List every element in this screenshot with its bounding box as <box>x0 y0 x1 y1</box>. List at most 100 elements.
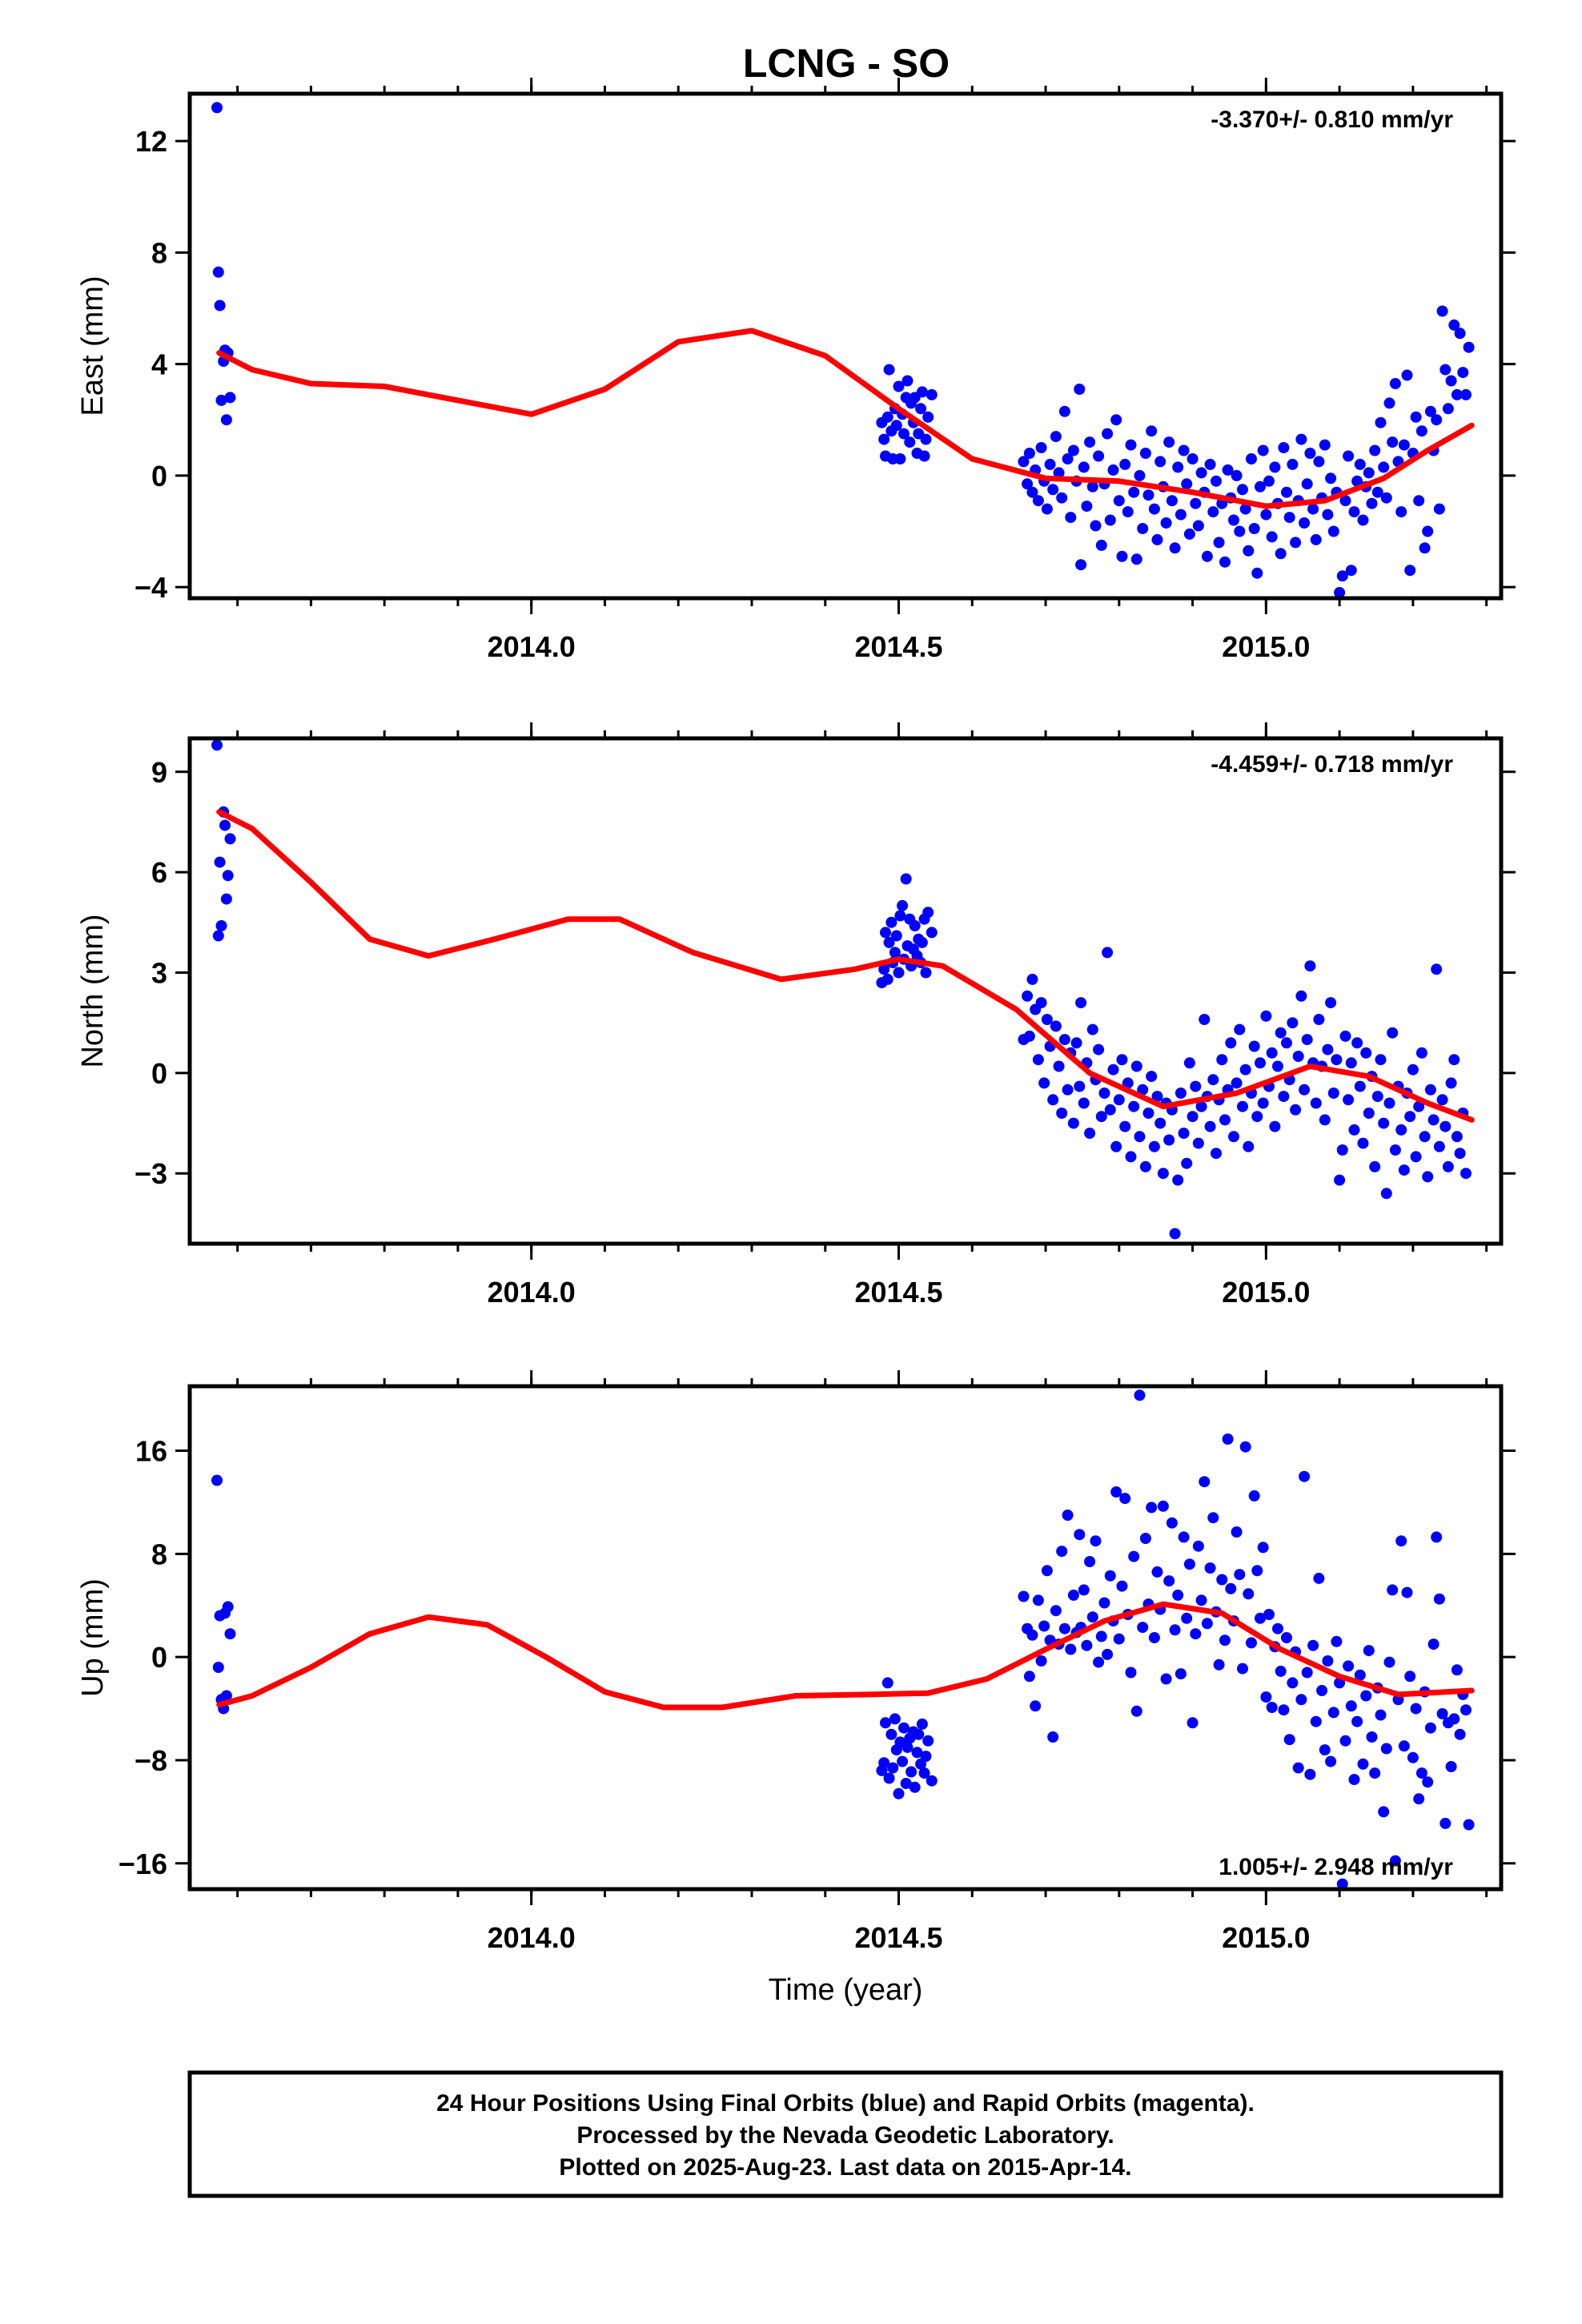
up-data-point <box>1032 1594 1044 1606</box>
east-data-point <box>214 300 226 312</box>
north-data-point <box>1216 1054 1228 1066</box>
up-data-point <box>1339 1735 1351 1747</box>
east-data-point <box>926 388 938 400</box>
up-data-point <box>1030 1700 1042 1712</box>
up-data-point <box>1137 1622 1149 1634</box>
north-data-point <box>1295 990 1307 1002</box>
up-x-axis-label: Time (year) <box>769 1973 923 2007</box>
north-data-point <box>1154 1117 1166 1129</box>
east-data-point <box>1148 503 1160 515</box>
north-data-point <box>1395 1124 1407 1136</box>
east-data-point <box>1190 497 1202 509</box>
north-data-point <box>893 967 905 979</box>
east-data-point <box>1246 453 1257 464</box>
north-y-tick-label: 6 <box>151 856 167 889</box>
north-data-point <box>1371 1091 1383 1103</box>
east-data-point <box>1139 448 1151 459</box>
east-data-point <box>215 394 227 406</box>
north-data-point <box>881 973 893 985</box>
east-y-tick-label: 0 <box>151 460 167 493</box>
up-data-point <box>1225 1582 1237 1594</box>
north-data-point <box>916 936 928 948</box>
east-data-point <box>1290 537 1302 549</box>
up-data-point <box>1157 1500 1169 1512</box>
north-data-point <box>1062 1084 1074 1096</box>
east-data-point <box>1234 525 1246 537</box>
north-data-point <box>1387 1027 1399 1039</box>
north-data-point <box>1113 1094 1125 1106</box>
up-data-point <box>1181 1612 1193 1624</box>
up-data-point <box>1199 1476 1211 1488</box>
east-data-point <box>1433 503 1445 515</box>
up-data-point <box>1463 1819 1475 1831</box>
east-data-point <box>1375 416 1387 428</box>
up-data-point <box>897 1755 909 1767</box>
north-data-point <box>1041 1014 1053 1025</box>
north-data-point <box>1070 1037 1082 1049</box>
east-data-point <box>1307 503 1319 515</box>
east-data-point <box>1110 414 1122 426</box>
up-data-point <box>1448 1713 1460 1725</box>
up-data-point <box>1263 1609 1275 1620</box>
east-data-point <box>211 102 223 114</box>
up-data-point <box>1322 1655 1334 1667</box>
east-data-point <box>1084 436 1096 448</box>
east-data-point <box>1107 464 1119 476</box>
up-data-point <box>1067 1589 1079 1601</box>
up-data-point <box>1413 1793 1425 1805</box>
north-data-points <box>211 739 1472 1240</box>
north-data-point <box>1389 1144 1401 1156</box>
up-data-point <box>1062 1510 1074 1521</box>
north-data-point <box>1322 1043 1334 1055</box>
up-data-point <box>212 1662 224 1673</box>
east-x-tick-label: 2014.0 <box>488 630 576 663</box>
east-data-point <box>1093 450 1105 462</box>
north-data-point <box>1157 1168 1169 1180</box>
up-data-point <box>1234 1569 1246 1581</box>
up-data-point <box>1424 1722 1436 1734</box>
up-data-point <box>1301 1667 1313 1679</box>
up-data-point <box>1260 1691 1272 1703</box>
up-data-point <box>1074 1529 1086 1541</box>
north-data-point <box>220 893 232 905</box>
up-data-point <box>893 1787 905 1799</box>
up-y-tick-label: 8 <box>151 1538 167 1570</box>
east-data-point <box>1371 486 1383 498</box>
up-data-point <box>1090 1535 1102 1547</box>
footer-note-line1: 24 Hour Positions Using Final Orbits (bl… <box>436 2090 1255 2117</box>
east-data-point <box>1404 565 1416 577</box>
east-data-point <box>1237 484 1248 496</box>
north-data-point <box>1413 1100 1425 1112</box>
east-y-tick-label: 4 <box>151 348 167 381</box>
up-data-point <box>1375 1709 1387 1721</box>
east-data-point <box>224 392 236 404</box>
up-data-point <box>911 1747 923 1759</box>
east-data-point <box>1395 506 1407 518</box>
north-data-point <box>1351 1037 1363 1049</box>
up-data-point <box>1134 1389 1146 1401</box>
east-data-point <box>1228 514 1239 526</box>
up-data-point <box>1095 1630 1107 1642</box>
east-data-point <box>1463 341 1475 353</box>
north-data-point <box>1035 997 1047 1009</box>
north-data-point <box>224 833 236 845</box>
north-data-point <box>1204 1120 1216 1132</box>
east-data-point <box>1058 405 1070 417</box>
up-data-point <box>222 1601 234 1613</box>
north-data-point <box>1078 1097 1090 1109</box>
east-data-point <box>1169 542 1181 554</box>
north-data-point <box>1047 1094 1059 1106</box>
panels: 12 8 4 0 −4 2014.0 2014.5 2015.0 East (mm) -3.370… <box>76 78 1516 2007</box>
north-data-point <box>1357 1137 1369 1149</box>
north-data-point <box>1093 1043 1105 1055</box>
up-data-point <box>1454 1728 1466 1740</box>
up-data-point <box>1304 1768 1316 1780</box>
east-data-point <box>1299 517 1311 529</box>
north-data-point <box>1086 1023 1098 1035</box>
up-data-point <box>1186 1717 1199 1729</box>
east-data-point <box>878 433 890 445</box>
up-data-point <box>1354 1669 1366 1681</box>
east-data-point <box>1142 489 1154 501</box>
east-data-point <box>1419 542 1431 554</box>
